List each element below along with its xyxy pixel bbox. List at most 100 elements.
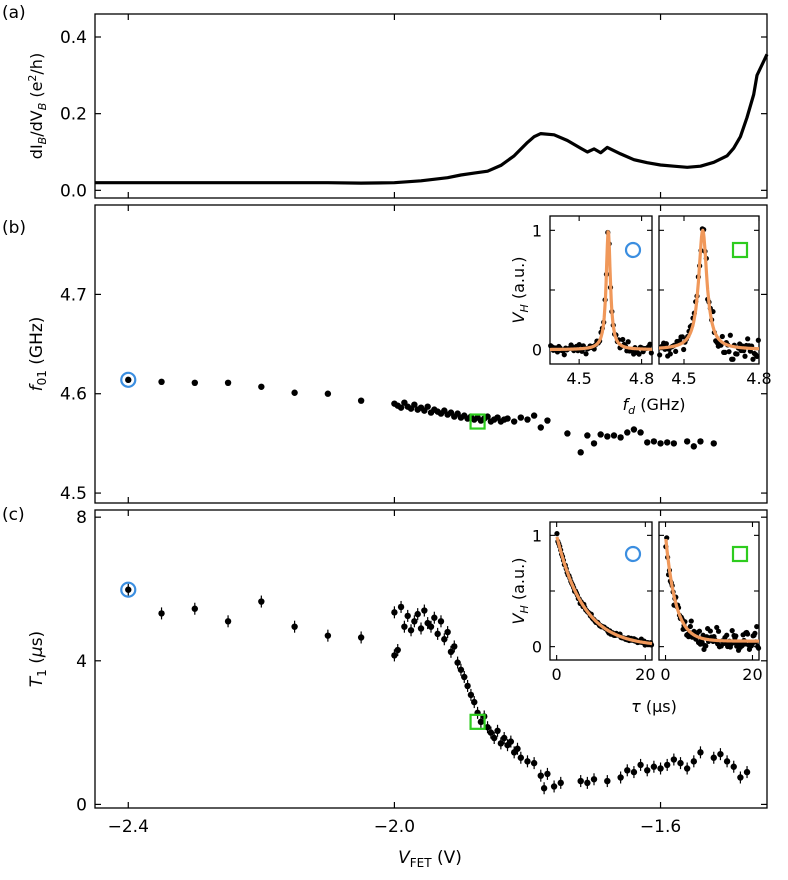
green-square-marker [469,413,486,430]
ytick-label-c: 8 [76,508,87,528]
inset-point [647,341,653,347]
f01-point [530,412,538,419]
t1-point [557,779,564,787]
data-layer [95,53,769,795]
inset-ytick-label: 1 [532,221,542,240]
t1-point [401,623,408,630]
t1-point [723,758,731,765]
xtick-label: −2.0 [374,817,415,837]
t1-point [717,750,724,758]
inset-point [657,352,663,358]
t1-point [487,729,495,736]
t1-point [414,610,421,618]
inset-xtick-label: 4.8 [629,369,654,388]
t1-point [650,763,658,770]
green-square-marker [469,713,486,730]
inset-c-xlabel: τ (μs) [631,697,677,716]
inset-point [754,353,760,359]
inset-point [681,346,687,353]
ytick-label-b: 4.6 [60,385,87,405]
inset-point [729,628,735,634]
t1-point [404,612,411,620]
inset-point [745,336,751,342]
inset-b-ylabel: VH (a.u.) [509,257,531,324]
t1-point [427,623,435,630]
t1-point [471,698,478,706]
inset-point [620,336,626,343]
t1-point [467,691,475,699]
t1-point [397,603,405,611]
inset-point [667,351,673,357]
f01-point [510,418,518,425]
t1-point [434,630,441,638]
inset-fit-curve [555,536,653,646]
f01-point [670,440,678,447]
xtick-label: −1.6 [640,817,681,837]
t1-point [417,625,425,632]
f01-point [158,378,165,386]
f01-point [683,438,691,445]
t1-point [697,749,704,756]
t1-point [484,724,491,731]
t1-point [437,618,445,625]
inset-point [715,628,722,634]
ticks-layer: 0.0 0.2 0.4 4.5 4.6 4.7 −2.4 −2.0 −1.6 0 4 8 [60,14,767,837]
f01-point [537,424,544,431]
inset-point [714,624,720,631]
t1-point [324,632,332,639]
t1-point [191,605,199,612]
f01-point [504,415,511,422]
inset-xtick-label: 0 [660,665,670,684]
inset-point [734,351,740,357]
ytick-label-a: 0.2 [60,105,87,125]
axes-a [94,13,768,199]
blue-circle-marker [120,371,137,388]
f01-point [125,376,132,384]
f01-point [630,426,638,433]
f01-point [617,434,624,441]
ytick-label-c: 0 [76,795,87,815]
f01-point [584,432,591,439]
inset-point [724,632,730,638]
inset-point [679,334,685,340]
inset-xtick-label: 4.8 [746,369,771,388]
t1-point [584,779,591,787]
ylabel-b: f01 (GHz) [27,317,49,392]
inset-point [754,623,760,630]
t1-point [514,745,521,752]
t1-point [590,776,598,783]
t1-point [690,758,698,765]
f01-point [597,431,604,438]
t1-point [507,738,515,745]
f01-point [397,404,405,411]
t1-point [291,623,298,630]
inset-point [727,332,733,338]
inset-point [648,350,654,356]
ytick-label-b: 4.5 [60,484,87,504]
inset-point [726,349,732,355]
f01-point [663,439,671,446]
t1-point [500,734,508,742]
f01-point [517,414,525,421]
inset-point [750,356,756,362]
f01-point [650,438,658,445]
f01-point [710,440,717,447]
f01-point [484,413,491,420]
t1-point [464,682,471,690]
t1-point [540,785,548,792]
t1-point [624,767,631,774]
f01-point [637,429,644,436]
inset-point [576,341,582,348]
f01-point [697,438,704,445]
axes-b [94,204,768,504]
inset-point [561,352,567,358]
inset-point [583,351,589,357]
inset-point [673,348,679,355]
t1-point [544,770,551,778]
inset-ytick-label: 0 [532,341,542,360]
inset-point [745,631,751,637]
inset-ytick-label: 0 [532,638,542,657]
f01-point [411,401,418,408]
